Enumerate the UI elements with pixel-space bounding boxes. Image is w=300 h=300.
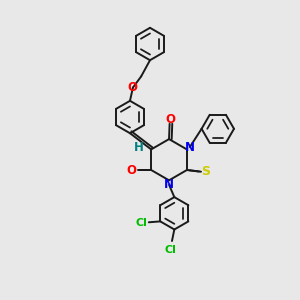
Text: N: N (164, 178, 174, 191)
Text: O: O (127, 81, 137, 94)
Text: O: O (165, 112, 175, 126)
Text: Cl: Cl (136, 218, 147, 228)
Text: H: H (134, 141, 144, 154)
Text: S: S (201, 165, 210, 178)
Text: N: N (185, 141, 195, 154)
Text: O: O (127, 164, 137, 176)
Text: Cl: Cl (165, 244, 177, 254)
